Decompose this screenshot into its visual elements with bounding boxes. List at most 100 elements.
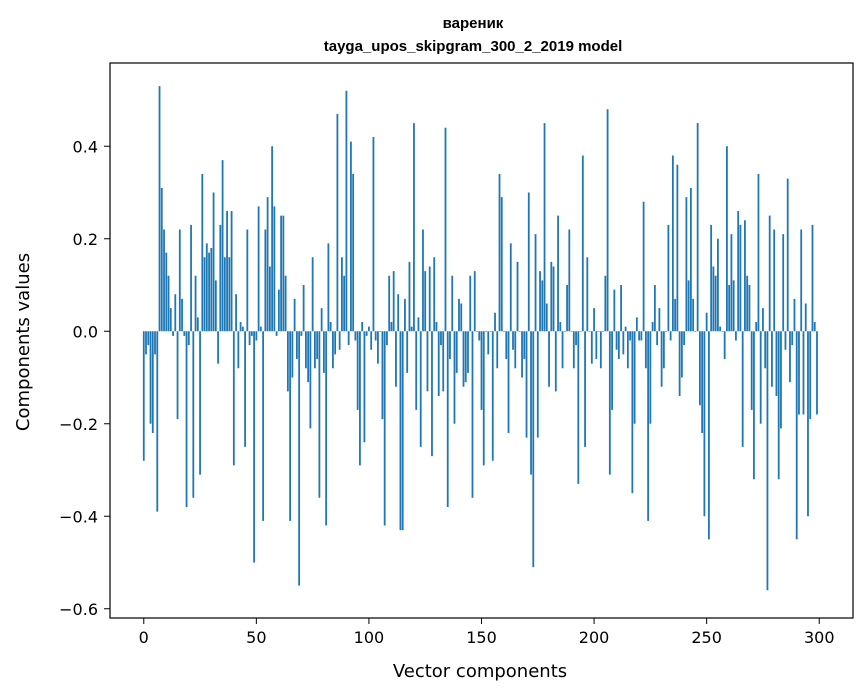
bar [730, 234, 733, 332]
bar [678, 331, 681, 396]
bar [721, 331, 724, 332]
bar [413, 123, 415, 332]
bar [235, 294, 237, 332]
bar [383, 331, 386, 526]
bar [437, 331, 440, 396]
bar [795, 331, 798, 540]
bar [167, 275, 170, 332]
bar [313, 331, 316, 369]
x-tick-label: 300 [804, 628, 835, 647]
bar [334, 331, 337, 355]
bar [226, 211, 228, 332]
bar [286, 331, 289, 392]
bar [210, 248, 213, 332]
x-tick-label: 0 [139, 628, 149, 647]
bar [563, 331, 566, 332]
bar [293, 298, 296, 332]
bar [464, 331, 467, 383]
bar [626, 331, 629, 369]
bar [543, 123, 546, 332]
bar [728, 285, 731, 332]
bar [273, 206, 276, 332]
bar [163, 229, 165, 332]
bar [444, 127, 447, 332]
bar [212, 192, 215, 332]
bar [658, 308, 661, 332]
bar [455, 331, 458, 373]
bar [644, 331, 647, 369]
bar [811, 224, 814, 332]
bar [316, 331, 319, 359]
y-tick-label: −0.6 [59, 600, 98, 619]
bar [696, 123, 699, 332]
bar [613, 289, 616, 332]
bar [606, 109, 609, 332]
bar [271, 146, 274, 332]
bar [753, 331, 755, 480]
bar [471, 331, 474, 498]
bar [656, 331, 659, 346]
bar [424, 271, 427, 332]
bar [662, 331, 665, 369]
bar [473, 271, 476, 332]
bar [350, 141, 352, 332]
bar [559, 322, 562, 332]
bar [534, 234, 537, 332]
bar [352, 174, 355, 332]
bar [347, 331, 350, 346]
bar [633, 331, 636, 424]
bar [552, 266, 555, 332]
bar [476, 331, 478, 332]
bar [766, 331, 769, 591]
bar [199, 331, 201, 475]
bar [354, 331, 357, 341]
bar [302, 285, 305, 332]
bar [640, 331, 643, 341]
bar [532, 331, 535, 568]
bar [647, 331, 650, 521]
bar [793, 298, 796, 332]
bar [361, 322, 364, 332]
bar [651, 322, 654, 332]
bar [685, 197, 688, 332]
bar [365, 331, 368, 336]
bar [480, 331, 483, 410]
x-tick-label: 100 [354, 628, 385, 647]
bar [446, 331, 449, 507]
y-tick-label: −0.4 [59, 507, 98, 526]
bar [142, 331, 145, 461]
bar [577, 331, 580, 484]
bar [732, 280, 735, 332]
bar [615, 331, 618, 350]
bar [505, 331, 508, 359]
bar [503, 331, 505, 332]
bar [415, 331, 418, 410]
bar [737, 211, 740, 332]
bar [667, 224, 670, 332]
bar [597, 331, 600, 332]
bar [442, 331, 445, 392]
bar [800, 229, 803, 332]
bar [689, 187, 692, 332]
bar [388, 275, 391, 332]
bar [149, 331, 152, 424]
bar [757, 174, 760, 332]
bar [295, 331, 298, 359]
bar [232, 331, 235, 466]
plot-frame [109, 62, 854, 619]
bar [219, 224, 222, 332]
bar [653, 285, 656, 332]
bar [390, 322, 393, 332]
bar [154, 331, 156, 355]
bar [336, 113, 339, 332]
bar [379, 331, 382, 332]
y-tick-label: 0.4 [73, 137, 98, 156]
x-tick-label: 150 [466, 628, 497, 647]
bar [192, 331, 195, 498]
bar [460, 303, 463, 332]
bar [557, 215, 559, 332]
bar [374, 331, 377, 341]
bar [739, 224, 742, 332]
bar [230, 211, 233, 332]
